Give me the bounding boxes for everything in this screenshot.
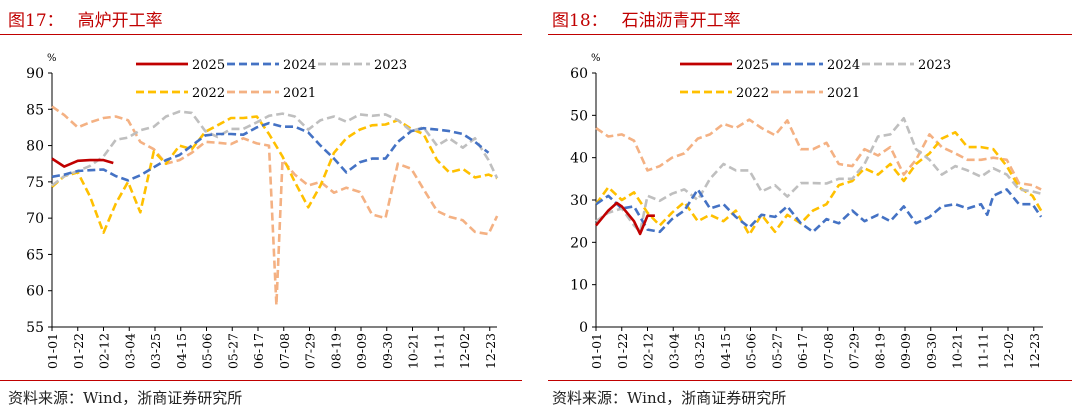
series-line-2025 [595,201,655,236]
x-tick-label: 12-23 [1027,333,1042,369]
x-tick-label: 01-01 [589,333,604,369]
x-tick-label: 03-25 [692,333,707,369]
series-line-2022 [594,131,1043,236]
chart1-title: 图17： 高炉开工率 [8,6,163,31]
x-tick-label: 11-11 [431,333,446,369]
x-tick-label: 06-17 [251,333,266,369]
figure-title: 高炉开工率 [77,11,163,31]
series-line-2024 [51,121,490,182]
figure-number: 图18： [552,11,608,31]
title-divider [548,34,1072,35]
x-tick-label: 04-15 [718,333,733,369]
y-tick-label: 20 [570,235,588,251]
figure-title: 石油沥青开工率 [621,11,741,31]
y-tick-label: 60 [570,66,588,82]
legend-label-2025: 2025 [736,58,769,73]
y-tick-label: 90 [26,66,44,82]
chart2-title: 图18： 石油沥青开工率 [552,6,741,31]
series-line-2022 [51,115,498,234]
y-axis-unit: % [47,53,57,64]
legend-label-2022: 2022 [192,86,225,101]
y-tick-label: 85 [26,102,44,118]
x-tick-label: 05-06 [744,333,759,369]
y-tick-label: 60 [26,284,44,300]
y-tick-label: 75 [26,175,44,191]
x-tick-label: 09-09 [354,333,369,369]
x-tick-label: 03-25 [148,333,163,369]
y-tick-label: 55 [26,320,44,336]
y-tick-label: 0 [579,320,588,336]
x-tick-label: 10-21 [950,333,965,369]
series-line-2021 [51,105,499,307]
x-tick-label: 07-29 [303,333,318,369]
x-tick-label: 03-04 [666,333,681,369]
series-line-2023 [595,117,1042,234]
y-tick-label: 30 [570,193,588,209]
source-note: 资料来源：Wind，浙商证券研究所 [552,389,787,407]
legend-label-2024: 2024 [283,58,316,73]
source-note: 资料来源：Wind，浙商证券研究所 [8,389,243,407]
x-tick-label: 09-30 [924,333,939,369]
chart-1: 55 60 65 70 75 80 85 90% 01-01 01-22 02-12 03-04 03-… [26,53,499,369]
legend-label-2021: 2021 [283,86,316,101]
x-tick-label: 07-08 [277,333,292,369]
x-tick-label: 05-27 [769,333,784,369]
x-tick-label: 02-12 [641,333,656,369]
x-tick-label: 01-22 [615,333,630,369]
x-tick-label: 09-09 [898,333,913,369]
source-divider [0,380,522,381]
x-tick-label: 04-15 [174,333,189,369]
legend-label-2021: 2021 [827,86,860,101]
y-tick-label: 50 [570,108,588,124]
x-tick-label: 01-01 [45,333,60,369]
series-line-2025 [51,157,114,168]
y-axis-unit: % [591,53,601,64]
y-tick-label: 80 [26,139,44,155]
x-tick-label: 08-19 [872,333,887,369]
source-divider [548,380,1072,381]
x-tick-label: 03-04 [122,333,137,369]
legend-label-2024: 2024 [827,58,860,73]
x-tick-label: 10-21 [406,333,421,369]
series-line-2021 [595,118,1042,191]
x-tick-label: 05-06 [200,333,215,369]
x-tick-label: 09-30 [380,333,395,369]
x-tick-label: 01-22 [71,333,86,369]
x-tick-label: 02-12 [97,333,112,369]
x-tick-label: 07-08 [821,333,836,369]
x-tick-label: 12-23 [483,333,498,369]
legend-label-2025: 2025 [192,58,225,73]
x-tick-label: 05-27 [225,333,240,369]
legend-label-2023: 2023 [374,58,407,73]
title-divider [0,34,522,35]
legend-label-2022: 2022 [736,86,769,101]
figure-number: 图17： [8,11,64,31]
x-tick-label: 12-02 [1001,333,1016,369]
x-tick-label: 08-19 [328,333,343,369]
y-tick-label: 10 [570,278,588,294]
series-line-2023 [51,110,499,187]
chart-2: 0 10 20 30 40 50 60% 01-01 01-22 02-12 03-04 03-25 0… [570,53,1043,369]
series-line-2024 [595,188,1043,234]
y-tick-label: 70 [26,211,44,227]
legend-label-2023: 2023 [918,58,951,73]
x-tick-label: 06-17 [795,333,810,369]
x-tick-label: 07-29 [847,333,862,369]
x-tick-label: 11-11 [975,333,990,369]
y-tick-label: 65 [26,247,44,263]
x-tick-label: 12-02 [457,333,472,369]
y-tick-label: 40 [570,151,588,167]
